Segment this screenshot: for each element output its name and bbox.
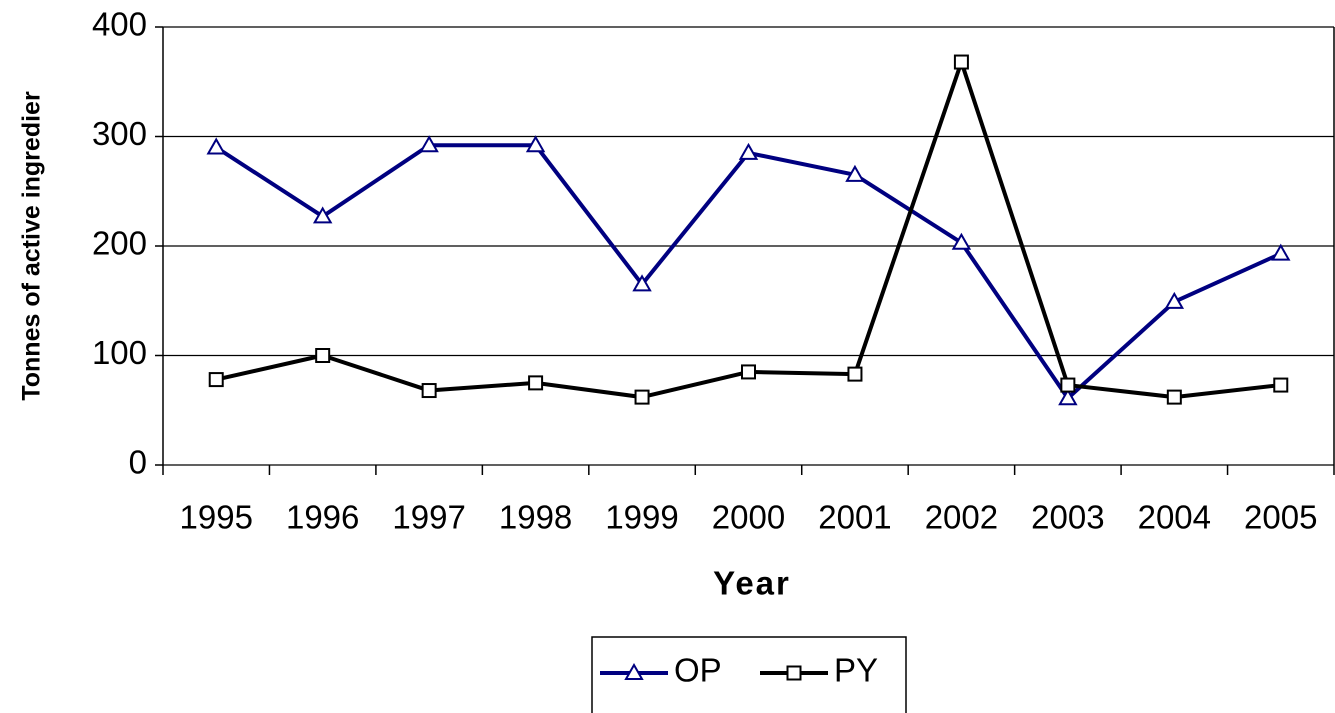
- x-tick-label: 2001: [818, 499, 891, 536]
- y-tick-label: 400: [92, 6, 147, 43]
- x-tick-label: 2005: [1244, 499, 1317, 536]
- data-point: [953, 54, 969, 70]
- data-point: [528, 375, 544, 391]
- data-point: [1271, 243, 1291, 261]
- data-point: [312, 206, 333, 224]
- legend-marker: [624, 662, 644, 680]
- data-point: [951, 232, 972, 250]
- data-point: [1273, 377, 1289, 393]
- series-line: [215, 60, 1281, 400]
- data-point: [525, 135, 546, 153]
- y-tick-label: 0: [129, 444, 147, 481]
- x-tick-label: 1999: [605, 499, 678, 536]
- y-tick-label: 300: [92, 115, 147, 152]
- y-tick-label: 200: [92, 225, 147, 262]
- data-point: [847, 366, 863, 382]
- x-tick-label: 2004: [1138, 499, 1211, 536]
- x-tick-label: 1997: [392, 499, 465, 536]
- data-point: [738, 142, 759, 160]
- data-point: [741, 364, 756, 380]
- y-tick-label: 100: [92, 334, 147, 371]
- data-point: [1166, 389, 1182, 405]
- x-tick-label: 1996: [286, 499, 359, 536]
- legend-label: OP: [674, 652, 722, 689]
- data-point: [1058, 388, 1078, 406]
- data-point: [208, 372, 224, 388]
- data-point: [1060, 377, 1076, 393]
- x-tick-label: 2002: [925, 499, 998, 536]
- data-point: [315, 348, 331, 363]
- data-point: [1164, 291, 1185, 309]
- data-point: [419, 135, 439, 153]
- legend-label: PY: [834, 652, 878, 689]
- x-tick-label: 1998: [499, 499, 572, 536]
- data-point: [421, 383, 437, 399]
- data-point: [634, 389, 650, 405]
- x-tick-label: 2003: [1031, 499, 1104, 536]
- legend-box: [591, 636, 907, 713]
- legend-marker: [786, 665, 802, 681]
- data-point: [632, 274, 652, 292]
- x-axis-label: Year: [713, 565, 791, 602]
- x-tick-label: 2000: [712, 499, 785, 536]
- data-point: [206, 137, 226, 155]
- y-axis-label: Tonnes of active ingredier: [18, 91, 46, 401]
- data-point: [845, 164, 865, 182]
- series-line: [215, 143, 1282, 401]
- x-tick-label: 1995: [180, 499, 253, 536]
